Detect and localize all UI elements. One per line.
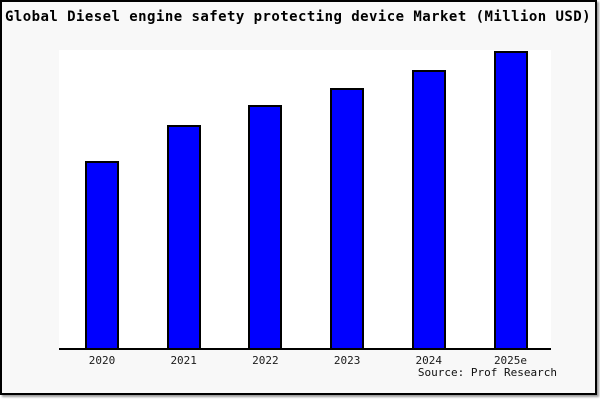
x-tick-label-2020: 2020 xyxy=(88,354,116,367)
bar-2024 xyxy=(411,69,446,348)
chart-title: Global Diesel engine safety protecting d… xyxy=(5,9,591,25)
x-tick-label-2022: 2022 xyxy=(252,354,279,367)
bar-2020 xyxy=(85,161,119,348)
x-tick-label-2021: 2021 xyxy=(170,354,197,367)
bar-2023 xyxy=(330,87,365,348)
x-axis-line xyxy=(59,348,551,350)
x-axis-labels: 2020 2021 2022 2023 2024 2025e xyxy=(59,354,551,370)
x-tick-label-2023: 2023 xyxy=(333,354,361,367)
source-note: Source: Prof Research xyxy=(417,366,557,379)
x-tick-label-2024: 2024 xyxy=(415,354,443,367)
bar-2025e xyxy=(493,50,528,348)
plot-area xyxy=(59,50,551,350)
bar-2021 xyxy=(166,124,201,348)
bar-2022 xyxy=(248,104,283,348)
x-tick-label-2025e: 2025e xyxy=(493,354,528,367)
